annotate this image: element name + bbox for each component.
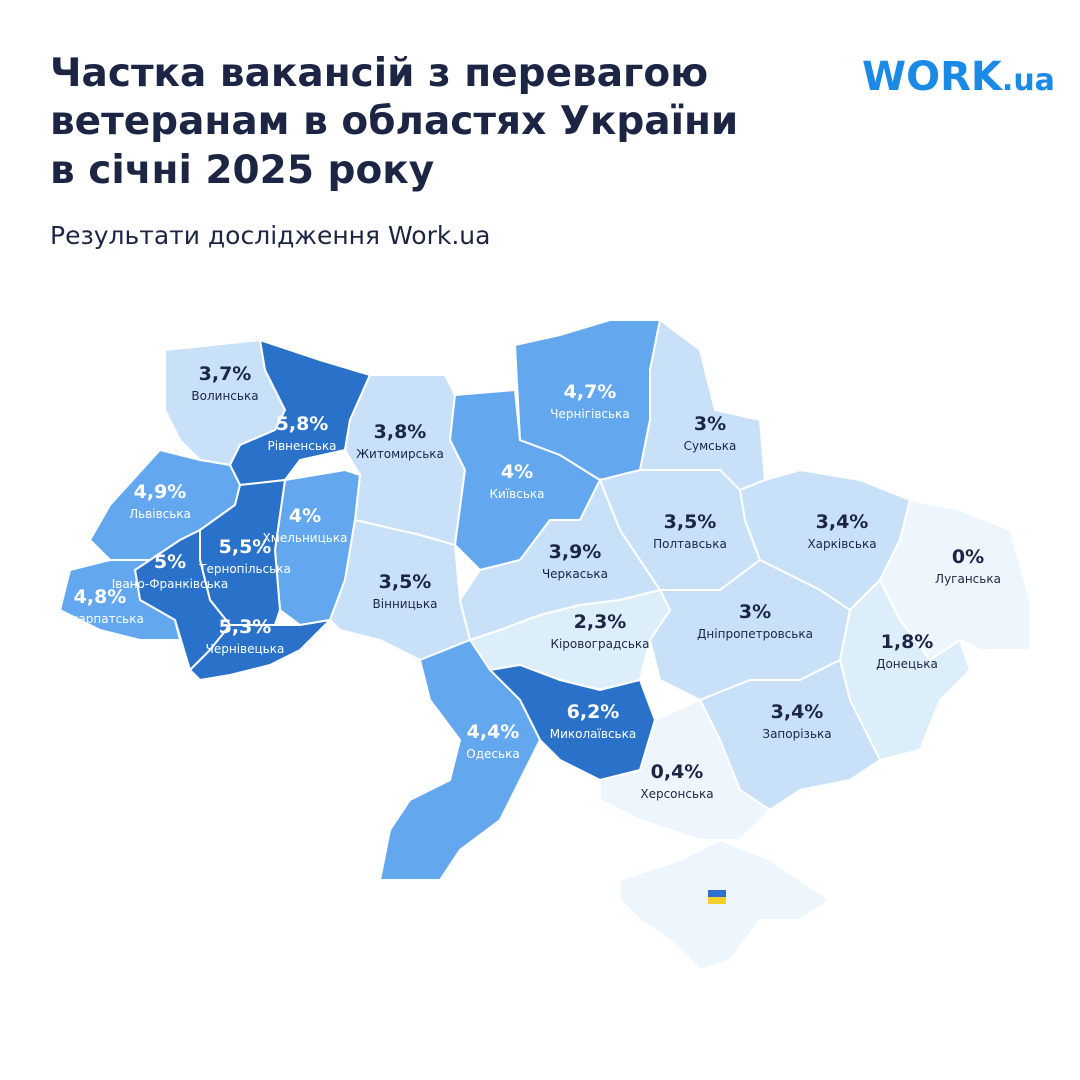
value-label: 3,4%	[816, 511, 869, 533]
region	[58, 559, 182, 641]
region	[188, 618, 333, 682]
region-name: Волинська	[191, 389, 258, 403]
title-line: в січні 2025 року	[50, 148, 434, 193]
value-label: 5,8%	[276, 413, 329, 435]
region	[599, 698, 772, 841]
region-name: Чернівецька	[206, 642, 285, 656]
logo-suffix: .ua	[1002, 63, 1055, 98]
region-name: Львівська	[129, 507, 191, 521]
subtitle: Результати дослідження Work.ua	[50, 221, 490, 250]
crimea	[619, 838, 832, 972]
value-label: 4%	[501, 461, 533, 483]
value-label: 3,4%	[771, 701, 824, 723]
value-label: 1,8%	[881, 631, 934, 653]
value-label: 4,7%	[564, 381, 617, 403]
value-label: 4,4%	[467, 721, 520, 743]
region-name: Рівненська	[268, 439, 337, 453]
region-name: Київська	[490, 487, 545, 501]
map: 3,7% Волинська 5,8% Рівненська 3,8% Житомирсь…	[56, 318, 1031, 972]
region-name: Миколаївська	[550, 727, 636, 741]
value-label: 3,5%	[379, 571, 432, 593]
value-label: 4,9%	[134, 481, 187, 503]
title-line: Частка вакансій з перевагою	[50, 51, 708, 96]
value-label: 5%	[154, 551, 186, 573]
region	[378, 638, 542, 881]
flag-blue	[708, 890, 726, 897]
logo-text: WORK	[862, 54, 1004, 100]
region-name: Вінницька	[373, 597, 438, 611]
region	[638, 318, 767, 492]
region	[878, 498, 1031, 662]
region-name: Харківська	[807, 537, 876, 551]
value-label: 3,5%	[664, 511, 717, 533]
title-line: ветеранам в областях України	[50, 99, 738, 144]
logo: WORK.ua	[862, 54, 1055, 100]
region-name: Тернопільська	[198, 562, 291, 576]
value-label: 3,8%	[374, 421, 427, 443]
value-label: 3,7%	[199, 363, 252, 385]
value-label: 3,9%	[549, 541, 602, 563]
region-name: Сумська	[684, 439, 737, 453]
value-label: 5,3%	[219, 616, 272, 638]
region-name: Херсонська	[640, 787, 713, 801]
region-name: Житомирська	[356, 447, 444, 461]
region-name: Хмельницька	[263, 531, 348, 545]
region-name: Донецька	[876, 657, 938, 671]
value-label: 3%	[739, 601, 771, 623]
region-name: Івано-Франківська	[112, 577, 229, 591]
region-name: Чернігівська	[550, 407, 629, 421]
region-name: Луганська	[935, 572, 1001, 586]
value-label: 2,3%	[574, 611, 627, 633]
value-label: 4%	[289, 505, 321, 527]
value-label: 4,8%	[74, 586, 127, 608]
value-label: 0,4%	[651, 761, 704, 783]
flag-yellow	[708, 897, 726, 904]
region-name: Одеська	[466, 747, 519, 761]
value-label: 6,2%	[567, 701, 620, 723]
region-name: Запорізька	[762, 727, 831, 741]
value-label: 5,5%	[219, 536, 272, 558]
value-label: 3%	[694, 413, 726, 435]
region-name: Дніпропетровська	[697, 627, 813, 641]
region-name: Кіровоградська	[550, 637, 649, 651]
value-label: 0%	[952, 546, 984, 568]
region-name: Черкаська	[542, 567, 608, 581]
region-name: Закарпатська	[56, 612, 144, 626]
region-name: Полтавська	[653, 537, 727, 551]
